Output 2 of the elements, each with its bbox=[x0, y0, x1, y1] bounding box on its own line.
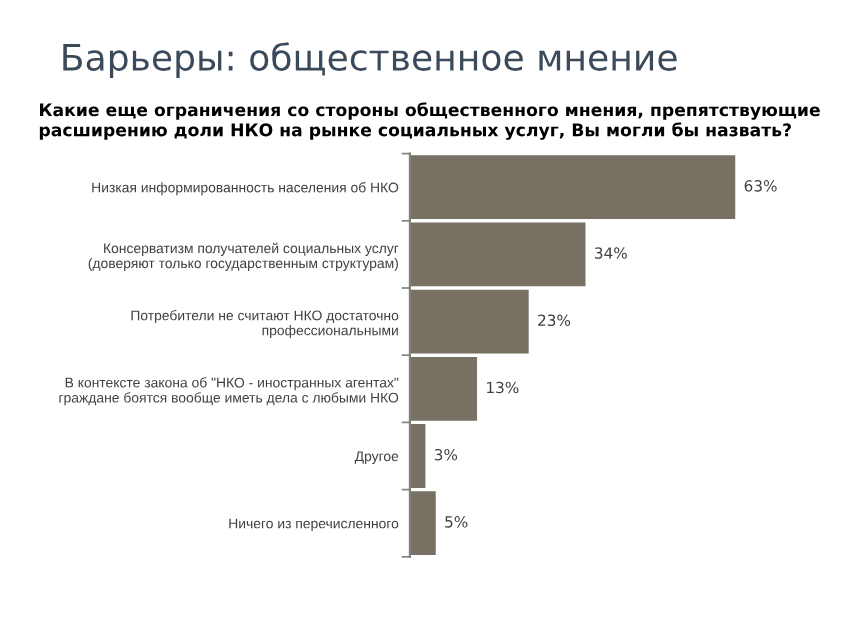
chart-title: Барьеры: общественное мнение bbox=[63, 42, 677, 78]
chart-subtitle: Какие еще ограничения со стороны общественного мнения, препятствующие расширению доли НКО на рынке социальных услуг, Вы могли бы назвать? bbox=[39, 102, 820, 140]
